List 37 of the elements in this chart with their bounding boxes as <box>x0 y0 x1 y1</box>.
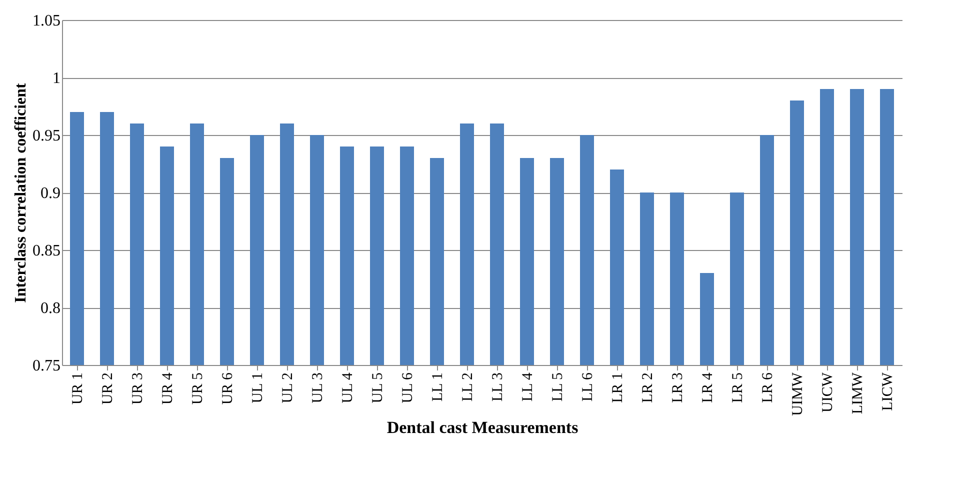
x-tick-label: LL 6 <box>580 372 596 402</box>
y-tick-label: 1 <box>52 70 60 87</box>
x-tick-label: UL 6 <box>400 372 416 404</box>
x-tick-label: LL 5 <box>550 372 566 402</box>
y-tick-label: 0.85 <box>32 242 60 260</box>
y-tick-label: 0.95 <box>32 128 60 144</box>
x-tick-label: LL 4 <box>520 372 536 402</box>
y-tick-label: 0.75 <box>32 358 60 374</box>
x-tick-label: LR 6 <box>760 372 776 403</box>
x-tick-label: UR 2 <box>100 372 116 405</box>
y-axis-title: Interclass correlation coefficient <box>12 82 30 303</box>
x-tick-label: LL 3 <box>490 372 506 402</box>
x-tick-label: LL 1 <box>430 372 446 402</box>
x-tick-label: UL 3 <box>310 372 326 404</box>
x-tick-label: LICW <box>880 372 896 411</box>
y-tick-label: 0.9 <box>40 185 60 202</box>
x-tick-label: UIMW <box>790 372 806 416</box>
y-tick-label: 0.8 <box>40 300 60 317</box>
x-tick-label: LR 1 <box>610 372 626 403</box>
x-tick-label: UL 4 <box>340 372 356 404</box>
x-tick-label: LIMW <box>850 372 866 414</box>
x-axis-title: Dental cast Measurements <box>386 418 579 437</box>
x-tick-label: UR 5 <box>190 372 206 405</box>
x-tick-label: LR 4 <box>700 372 716 403</box>
x-tick-label: UR 3 <box>130 372 146 405</box>
x-tick-label: UL 2 <box>280 372 296 404</box>
x-tick-label: UL 5 <box>370 372 386 404</box>
x-tick-label: LR 5 <box>730 372 746 403</box>
x-tick-label: UR 6 <box>220 372 236 405</box>
x-tick-label: LL 2 <box>460 372 476 402</box>
x-tick-label: UR 4 <box>160 372 176 405</box>
x-tick-label: UR 1 <box>70 372 86 405</box>
x-tick-label: LR 2 <box>640 372 656 403</box>
x-tick-label: LR 3 <box>670 372 686 403</box>
y-tick-label: 1.05 <box>32 12 60 30</box>
x-tick-label: UICW <box>820 372 836 412</box>
x-tick-label: UL 1 <box>250 372 266 404</box>
